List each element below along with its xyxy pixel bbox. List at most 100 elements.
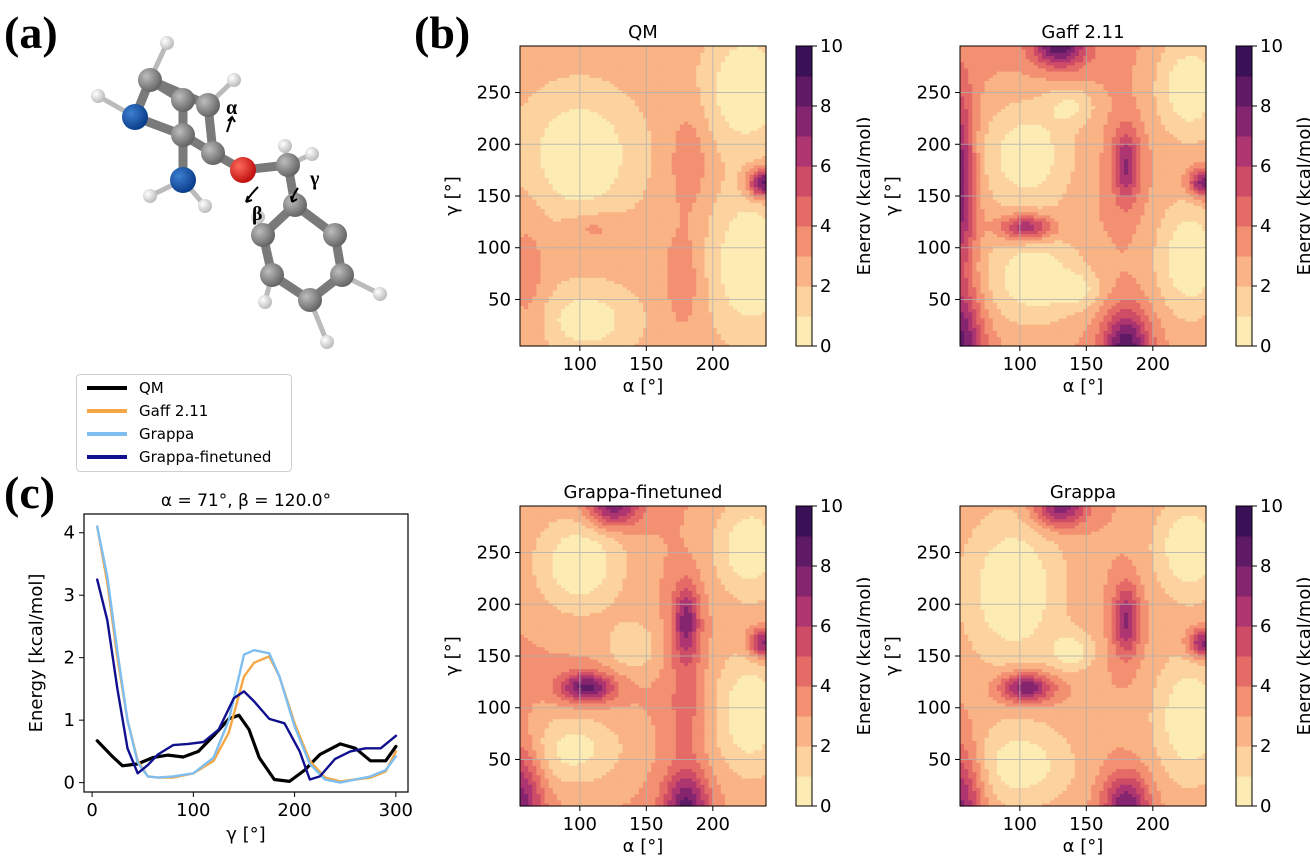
legend-swatch [87, 386, 127, 390]
energy-field [960, 46, 1207, 347]
heatmap-title: Gaff 2.11 [1041, 22, 1124, 43]
x-tick-label: 100 [1003, 814, 1037, 835]
colorbar-tick-label: 0 [820, 336, 831, 357]
y-axis-label: γ [°] [882, 636, 903, 675]
colorbar-label: Energy (kcal/mol) [1294, 117, 1310, 276]
y-tick-label: 150 [477, 646, 511, 667]
colorbar [1235, 45, 1253, 347]
colorbar-tick-label: 10 [1260, 496, 1283, 517]
heatmap-grid [960, 46, 1206, 346]
heatmap-title: Grappa-finetuned [564, 482, 723, 503]
colorbar-tick-label: 6 [1260, 616, 1271, 637]
colorbar-tick-label: 10 [1260, 36, 1283, 57]
legend-swatch [87, 455, 127, 459]
y-tick-label: 100 [477, 238, 511, 259]
series-line-grappa-finetuned [96, 578, 398, 781]
plot-frame [959, 505, 1207, 807]
x-tick-label: 0 [86, 800, 97, 821]
colorbar-tick-label: 6 [820, 156, 831, 177]
colorbar-tick-label: 0 [1260, 336, 1271, 357]
panel-label-a: (a) [4, 6, 58, 59]
legend: QM Gaff 2.11 Grappa Grappa-finetuned [76, 374, 292, 472]
y-tick-label: 250 [477, 83, 511, 104]
legend-swatch [87, 409, 127, 413]
alpha-label: α [226, 97, 237, 119]
colorbar-tick-label: 4 [1260, 676, 1271, 697]
y-axis-label: γ [°] [882, 176, 903, 215]
y-tick-label: 250 [917, 83, 951, 104]
x-axis-label: γ [°] [226, 824, 265, 845]
colorbar-tick-label: 8 [1260, 96, 1271, 117]
legend-swatch [87, 432, 127, 436]
oxygen-atom [230, 157, 256, 183]
y-tick-label: 250 [917, 543, 951, 564]
legend-item-gaff: Gaff 2.11 [87, 400, 208, 422]
nitrogen-atom [122, 104, 148, 130]
legend-item-qm: QM [87, 377, 164, 399]
y-tick-label: 150 [917, 186, 951, 207]
colorbar-label: Energy (kcal/mol) [854, 577, 870, 736]
y-tick-label: 100 [917, 698, 951, 719]
nitrogen-atom [170, 167, 196, 193]
x-tick-label: 100 [176, 800, 210, 821]
y-tick-label: 3 [64, 585, 75, 606]
y-tick-label: 100 [917, 238, 951, 259]
qm-energy-heatmap: QM 100 150 200 50 100 150 200 250 α [°] γ [°] 0 2 4 6 8… [442, 22, 870, 397]
y-axis-label: γ [°] [442, 636, 463, 675]
x-tick-label: 150 [629, 814, 663, 835]
colorbar-tick-label: 6 [820, 616, 831, 637]
panel-label-c: (c) [4, 466, 55, 519]
y-tick-label: 200 [917, 594, 951, 615]
heatmap-title: QM [628, 22, 658, 43]
series-line-qm [95, 713, 398, 783]
colorbar-label: Energy (kcal/mol) [854, 117, 870, 276]
y-tick-label: 50 [488, 749, 511, 770]
y-tick-label: 1 [64, 710, 75, 731]
colorbar-tick-label: 2 [1260, 736, 1271, 757]
colorbar-tick-label: 2 [820, 276, 831, 297]
x-tick-label: 200 [696, 814, 730, 835]
energy-field [960, 506, 1207, 807]
x-tick-label: 200 [277, 800, 311, 821]
plot-frame [83, 513, 409, 793]
gamma-label: γ [309, 168, 320, 190]
plot-frame [959, 45, 1207, 347]
colorbar-tick-label: 0 [820, 796, 831, 817]
legend-item-grappa-finetuned: Grappa-finetuned [87, 446, 271, 468]
colorbar-tick-label: 2 [1260, 276, 1271, 297]
x-tick-label: 150 [629, 354, 663, 375]
grappa-energy-heatmap: Grappa 100 150 200 50 100 150 200 250 α [°] γ [°] 0… [882, 482, 1310, 857]
colorbar-tick-label: 0 [1260, 796, 1271, 817]
y-tick-label: 0 [64, 773, 75, 794]
colorbar-tick-label: 8 [820, 96, 831, 117]
x-tick-label: 300 [379, 800, 413, 821]
y-axis-label: Energy [kcal/mol] [26, 574, 47, 733]
x-axis-label: α [°] [623, 836, 664, 857]
x-tick-label: 200 [1136, 814, 1170, 835]
y-tick-label: 50 [488, 289, 511, 310]
colorbar-label: Energy (kcal/mol) [1294, 577, 1310, 736]
heatmap-grid [960, 506, 1206, 806]
x-tick-label: 150 [1069, 354, 1103, 375]
y-axis-label: γ [°] [442, 176, 463, 215]
y-tick-label: 150 [477, 186, 511, 207]
y-tick-label: 2 [64, 648, 75, 669]
series-line-grappa [96, 525, 398, 784]
heatmap-grid [520, 46, 766, 346]
gamma-energy-line-chart: α = 71°, β = 120.0° 0 100 200 300 0 1 2 3 4 γ [°] E… [26, 491, 413, 845]
legend-label: QM [139, 379, 164, 397]
colorbar-tick-label: 8 [1260, 556, 1271, 577]
heatmap-title: Grappa [1050, 482, 1116, 503]
legend-label: Grappa-finetuned [139, 448, 271, 466]
x-tick-label: 100 [1003, 354, 1037, 375]
energy-field [520, 46, 767, 347]
energy-field [520, 506, 767, 807]
colorbar [795, 45, 813, 347]
y-tick-label: 250 [477, 543, 511, 564]
hydrogen-atoms [91, 36, 387, 349]
x-axis-label: α [°] [623, 376, 664, 397]
colorbar-tick-label: 2 [820, 736, 831, 757]
y-tick-label: 200 [477, 134, 511, 155]
